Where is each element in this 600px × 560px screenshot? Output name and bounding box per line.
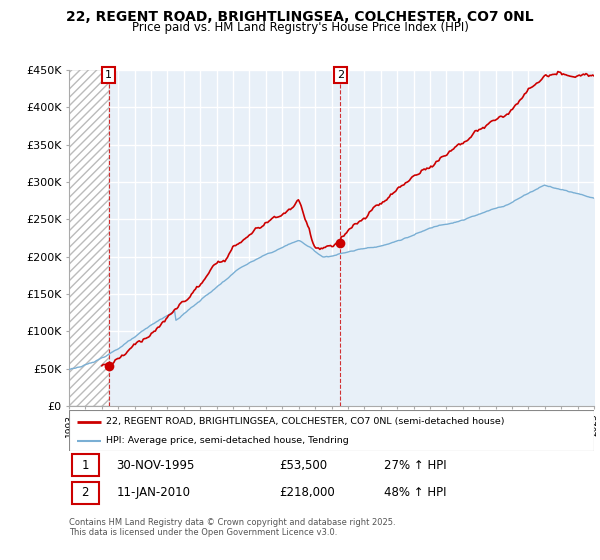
- Text: 30-NOV-1995: 30-NOV-1995: [116, 459, 194, 472]
- Text: 1: 1: [105, 70, 112, 80]
- Bar: [69, 70, 109, 406]
- Text: Contains HM Land Registry data © Crown copyright and database right 2025.
This d: Contains HM Land Registry data © Crown c…: [69, 518, 395, 538]
- Text: 2: 2: [82, 486, 89, 499]
- Text: £218,000: £218,000: [279, 486, 335, 499]
- Bar: [71, 454, 99, 476]
- Text: 1: 1: [82, 459, 89, 472]
- Text: 22, REGENT ROAD, BRIGHTLINGSEA, COLCHESTER, CO7 0NL (semi-detached house): 22, REGENT ROAD, BRIGHTLINGSEA, COLCHEST…: [106, 417, 504, 426]
- Text: Price paid vs. HM Land Registry's House Price Index (HPI): Price paid vs. HM Land Registry's House …: [131, 21, 469, 34]
- Text: 2: 2: [337, 70, 344, 80]
- Text: 11-JAN-2010: 11-JAN-2010: [116, 486, 190, 499]
- Text: 27% ↑ HPI: 27% ↑ HPI: [384, 459, 446, 472]
- Text: 22, REGENT ROAD, BRIGHTLINGSEA, COLCHESTER, CO7 0NL: 22, REGENT ROAD, BRIGHTLINGSEA, COLCHEST…: [66, 10, 534, 24]
- Text: £53,500: £53,500: [279, 459, 327, 472]
- Text: 48% ↑ HPI: 48% ↑ HPI: [384, 486, 446, 499]
- Text: HPI: Average price, semi-detached house, Tendring: HPI: Average price, semi-detached house,…: [106, 436, 349, 445]
- Bar: [71, 482, 99, 503]
